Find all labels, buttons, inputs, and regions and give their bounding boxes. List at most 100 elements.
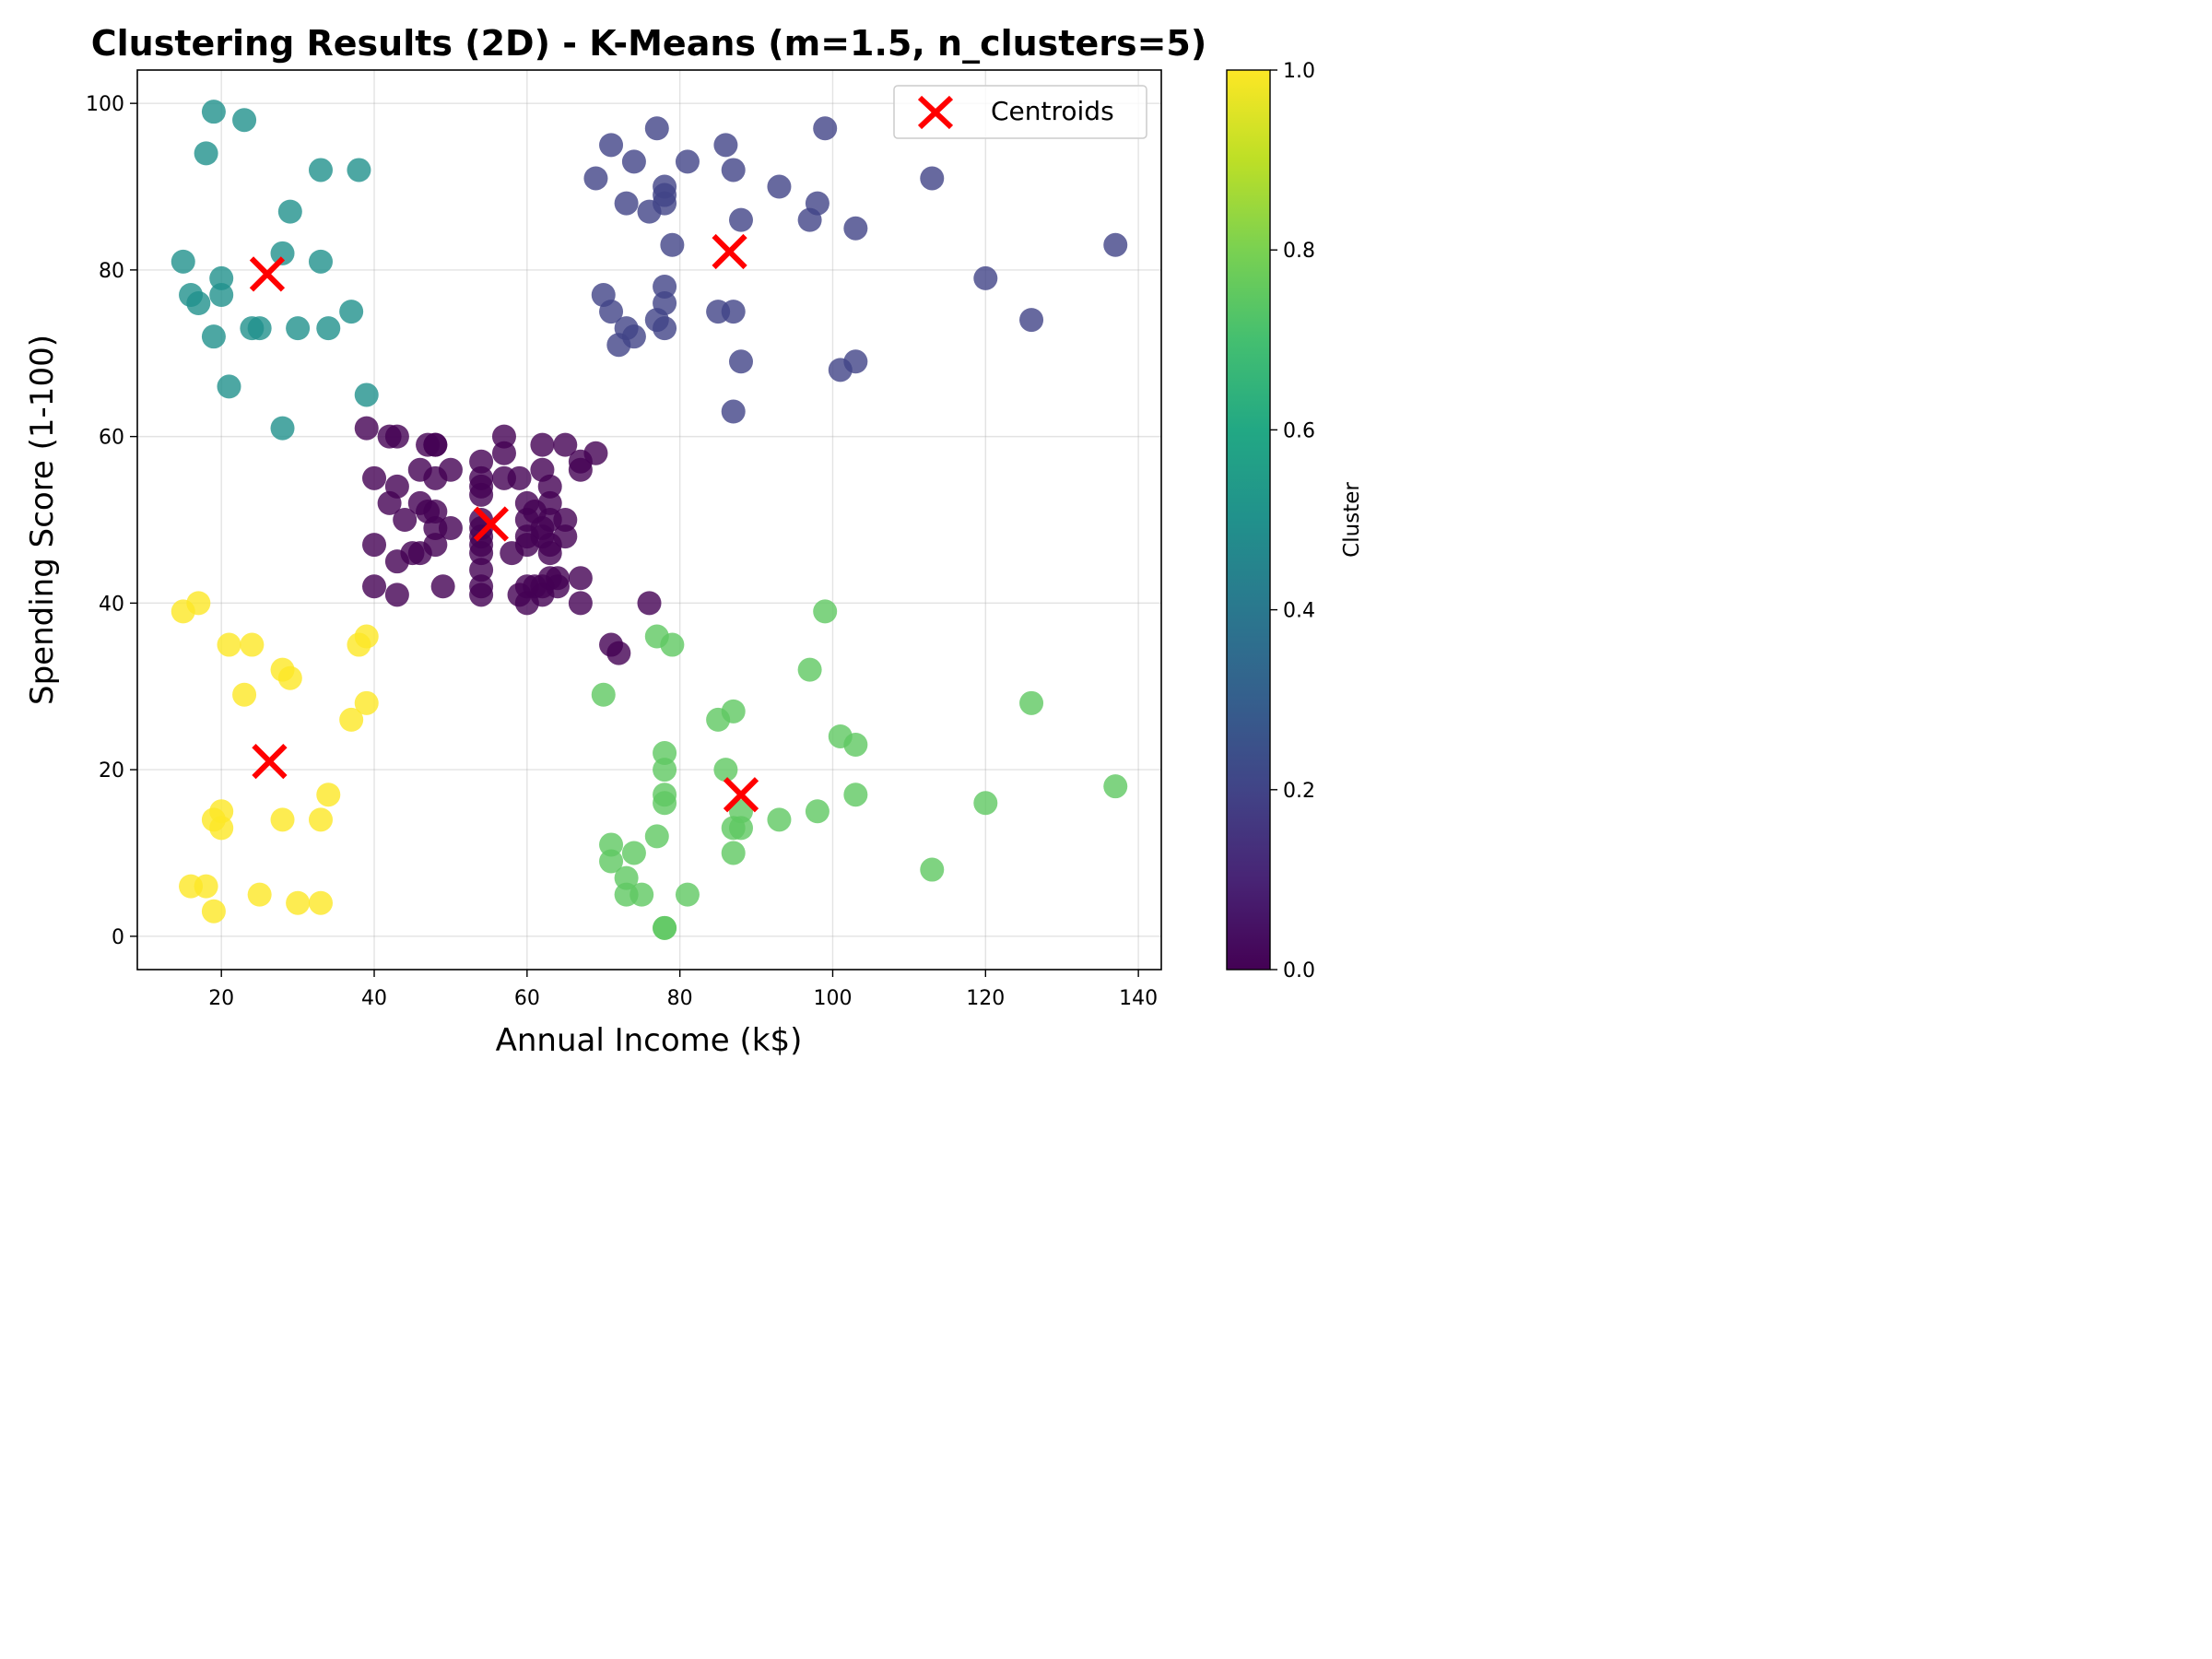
data-point xyxy=(339,707,364,732)
data-point xyxy=(843,216,868,241)
data-point xyxy=(469,541,494,566)
data-point xyxy=(973,791,998,816)
data-points xyxy=(171,100,1128,940)
data-point xyxy=(629,882,654,907)
data-point xyxy=(1019,308,1044,333)
data-point xyxy=(354,416,379,441)
data-point xyxy=(728,816,753,841)
data-point xyxy=(721,300,746,324)
data-point xyxy=(599,300,624,324)
data-point xyxy=(660,232,685,257)
data-point xyxy=(171,249,195,274)
data-point xyxy=(805,799,830,824)
data-point xyxy=(194,141,218,166)
data-point xyxy=(491,441,516,465)
data-point xyxy=(316,782,341,807)
data-point xyxy=(362,574,387,599)
data-point xyxy=(247,316,272,341)
data-point xyxy=(277,199,302,224)
data-point xyxy=(621,149,646,174)
data-point xyxy=(384,582,409,607)
centroid-marker xyxy=(712,233,747,270)
x-tick-label: 40 xyxy=(361,987,387,1010)
data-point xyxy=(653,791,677,816)
data-point xyxy=(384,424,409,449)
data-point xyxy=(270,416,295,441)
x-tick-label: 20 xyxy=(208,987,234,1010)
data-point xyxy=(201,324,226,349)
colorbar-tick-label: 0.0 xyxy=(1283,959,1315,982)
data-point xyxy=(339,300,364,324)
x-tick-label: 120 xyxy=(966,987,1005,1010)
data-point xyxy=(308,249,333,274)
y-tick-label: 80 xyxy=(99,260,124,283)
data-point xyxy=(362,533,387,558)
data-point xyxy=(308,890,333,915)
centroid-marker xyxy=(723,777,759,813)
colorbar-tick-label: 0.6 xyxy=(1283,419,1315,442)
data-point xyxy=(637,199,662,224)
data-point xyxy=(728,207,753,232)
y-axis-label: Spending Score (1-100) xyxy=(24,335,61,705)
data-point xyxy=(530,432,555,457)
colorbar: 0.0 0.2 0.4 0.6 0.8 1.0 Cluster xyxy=(1226,60,1364,982)
data-point xyxy=(606,333,631,358)
data-point xyxy=(660,632,685,657)
data-point xyxy=(568,591,593,616)
data-point xyxy=(247,882,272,907)
x-tick-label: 140 xyxy=(1119,987,1158,1010)
data-point xyxy=(232,108,257,133)
data-point xyxy=(1103,232,1128,257)
data-point xyxy=(621,841,646,865)
chart-title: Clustering Results (2D) - K-Means (m=1.5… xyxy=(91,23,1207,64)
data-point xyxy=(591,682,616,707)
plot-frame xyxy=(136,69,1162,971)
colorbar-tick-label: 0.2 xyxy=(1283,780,1315,803)
data-point xyxy=(599,849,624,874)
data-point xyxy=(277,665,302,690)
data-point xyxy=(354,382,379,407)
data-point xyxy=(384,549,409,574)
data-point xyxy=(583,166,608,191)
data-point xyxy=(599,832,624,857)
data-point xyxy=(491,424,516,449)
colorbar-tick-label: 1.0 xyxy=(1283,60,1315,83)
data-point xyxy=(423,432,448,457)
data-point xyxy=(423,499,448,524)
data-point xyxy=(507,465,532,490)
colorbar-ticks: 0.0 0.2 0.4 0.6 0.8 1.0 xyxy=(1270,60,1315,982)
y-tick-label: 20 xyxy=(99,759,124,782)
data-point xyxy=(430,574,455,599)
data-point xyxy=(644,116,669,141)
data-point xyxy=(973,265,998,290)
centroid-marker xyxy=(249,256,286,292)
data-point xyxy=(614,865,639,890)
data-point xyxy=(270,241,295,265)
data-point xyxy=(828,358,853,382)
data-point xyxy=(653,316,677,341)
data-point xyxy=(316,316,341,341)
data-point xyxy=(469,558,494,582)
data-point xyxy=(469,482,494,507)
data-point xyxy=(568,457,593,482)
y-tick-label: 60 xyxy=(99,427,124,450)
data-point xyxy=(553,508,578,532)
legend-box xyxy=(893,85,1147,139)
data-point xyxy=(797,207,822,232)
data-point xyxy=(813,599,838,624)
centroid-markers xyxy=(249,233,759,813)
scatter-chart-svg: Clustering Results (2D) - K-Means (m=1.5… xyxy=(24,23,1364,1059)
legend-label-centroids: Centroids xyxy=(991,96,1114,126)
x-axis-label: Annual Income (k$) xyxy=(496,1022,803,1059)
centroid-marker xyxy=(252,743,288,780)
chart: Clustering Results (2D) - K-Means (m=1.5… xyxy=(0,0,1438,1078)
data-point xyxy=(644,824,669,849)
colorbar-tick-label: 0.8 xyxy=(1283,240,1315,263)
data-point xyxy=(653,741,677,766)
data-point xyxy=(813,116,838,141)
data-point xyxy=(286,316,311,341)
data-point xyxy=(407,541,432,566)
data-point xyxy=(201,899,226,924)
data-point xyxy=(920,166,945,191)
data-point xyxy=(721,158,746,182)
